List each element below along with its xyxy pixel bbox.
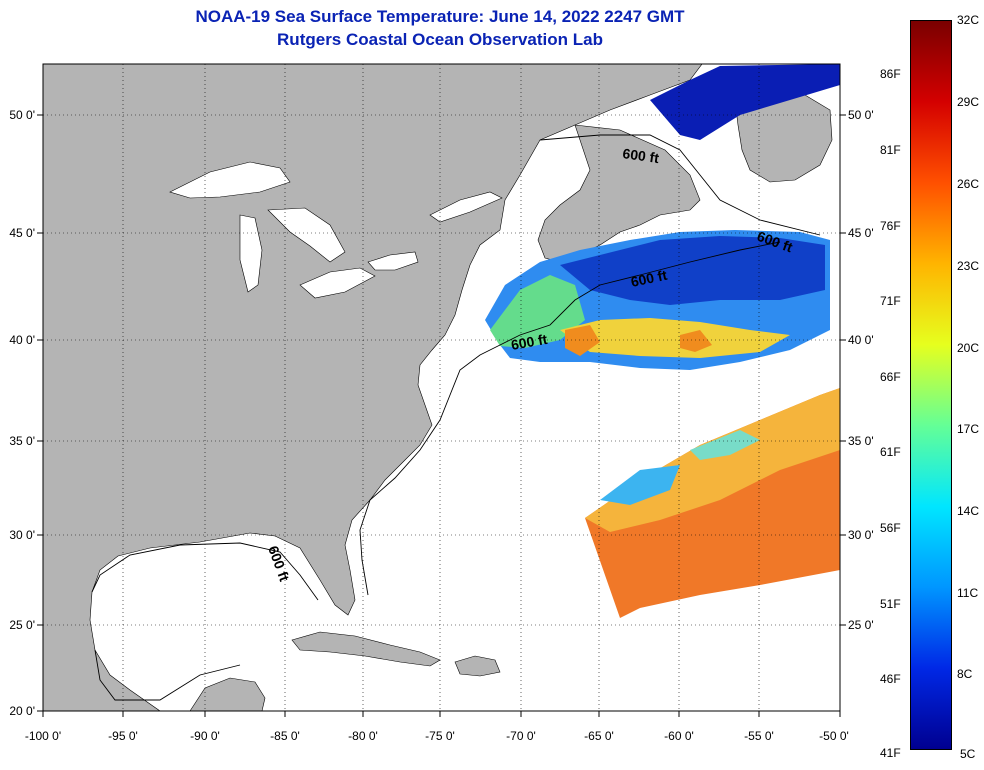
colorbar-f-label: 41F <box>880 746 901 760</box>
lat-label: 20 0' <box>9 704 35 718</box>
map-subtitle: Rutgers Coastal Ocean Observation Lab <box>277 30 603 49</box>
colorbar-c-label: 20C <box>957 341 980 355</box>
lon-label: -80 0' <box>348 729 378 743</box>
lat-label: 30 0' <box>9 528 35 542</box>
colorbar-c-label: 8C <box>957 667 973 681</box>
colorbar-c-label: 5C <box>960 747 976 761</box>
lat-label: 25 0' <box>9 618 35 632</box>
contour-label-georges: 600 ft <box>629 267 668 290</box>
colorbar-f-label: 51F <box>880 597 901 611</box>
lat-label-right: 40 0' <box>848 333 874 347</box>
colorbar-f-label: 71F <box>880 294 901 308</box>
colorbar-f-label: 66F <box>880 370 901 384</box>
sst-swath-south <box>585 388 840 618</box>
lon-label: -100 0' <box>25 729 61 743</box>
land-hispaniola <box>454 655 501 677</box>
lon-label: -60 0' <box>664 729 694 743</box>
lon-label: -70 0' <box>506 729 536 743</box>
colorbar-c-label: 14C <box>957 504 980 518</box>
colorbar-c-label: 26C <box>957 177 980 191</box>
colorbar-f-label: 76F <box>880 219 901 233</box>
depth-contour-600ft <box>91 134 821 701</box>
sst-swath-north <box>485 64 840 370</box>
lon-label: -95 0' <box>108 729 138 743</box>
map-title: NOAA-19 Sea Surface Temperature: June 14… <box>195 7 685 26</box>
colorbar-f-label: 46F <box>880 672 901 686</box>
colorbar-c-label: 23C <box>957 259 980 273</box>
colorbar-f-label: 81F <box>880 143 901 157</box>
contour-label-mid-atlantic: 600 ft <box>510 331 549 353</box>
colorbar-f-label: 61F <box>880 445 901 459</box>
land-north-america <box>42 63 703 712</box>
graticule <box>43 64 840 711</box>
lat-label: 45 0' <box>9 226 35 240</box>
lon-label: -75 0' <box>425 729 455 743</box>
great-lakes <box>169 161 503 299</box>
lat-label-right: 35 0' <box>848 434 874 448</box>
lon-label: -50 0' <box>819 729 849 743</box>
colorbar-f-label: 86F <box>880 67 901 81</box>
colorbar-f-label: 56F <box>880 521 901 535</box>
contour-label-newfoundland: 600 ft <box>622 145 661 166</box>
lat-label: 40 0' <box>9 333 35 347</box>
lat-label: 50 0' <box>9 108 35 122</box>
lon-label: -85 0' <box>270 729 300 743</box>
lat-label-right: 50 0' <box>848 108 874 122</box>
map-frame <box>42 63 841 712</box>
temperature-colorbar <box>910 20 952 750</box>
land-maritimes <box>537 124 701 263</box>
land-cuba <box>291 631 441 667</box>
colorbar-c-label: 32C <box>957 13 980 27</box>
tick-marks <box>37 114 846 717</box>
lat-label-right: 45 0' <box>848 226 874 240</box>
lon-label: -55 0' <box>744 729 774 743</box>
lat-label-right: 30 0' <box>848 528 874 542</box>
lat-label: 35 0' <box>9 434 35 448</box>
lat-label-right: 25 0' <box>848 618 874 632</box>
colorbar-c-label: 29C <box>957 95 980 109</box>
colorbar-c-label: 11C <box>957 586 979 600</box>
lon-label: -65 0' <box>584 729 614 743</box>
lon-label: -90 0' <box>190 729 220 743</box>
colorbar-c-label: 17C <box>957 422 980 436</box>
